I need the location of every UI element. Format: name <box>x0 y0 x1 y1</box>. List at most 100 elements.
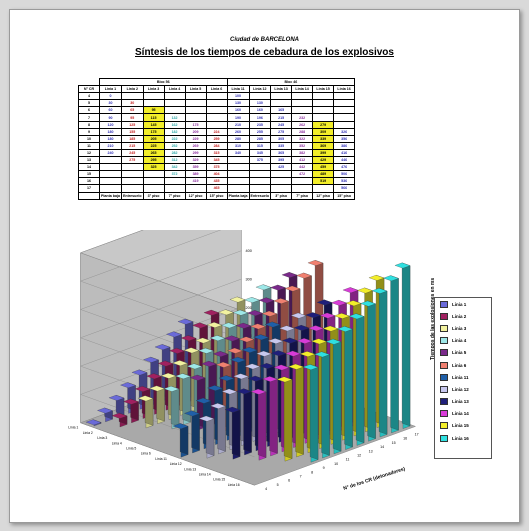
table-cell: 412 <box>291 156 314 165</box>
bar-top-face <box>337 326 353 332</box>
table-cell: 235 <box>248 120 272 129</box>
bar-top-face <box>157 360 174 367</box>
bar-top-face <box>166 331 182 338</box>
table-cell: 342 <box>163 163 186 172</box>
cr-number-cell: 13 <box>78 156 100 165</box>
table-cell <box>120 170 144 179</box>
timing-table: Bloc 56 Bloc 46 N° CR Linia 1 Linia 2 Linia… <box>78 77 356 200</box>
bar-side-face <box>321 351 330 456</box>
legend-swatch <box>440 398 448 406</box>
table-cell <box>270 92 293 101</box>
column-header: Linia 16 <box>333 85 356 94</box>
bar-top-face <box>146 373 162 380</box>
legend-item: Linia 16 <box>435 432 491 444</box>
chart-legend: Linia 1 Linia 2 Linia 3 Linia 4 Linia 5 Linia… <box>434 297 492 459</box>
table-cell <box>226 170 250 179</box>
table-cell <box>163 106 186 115</box>
column-header: Linia 11 <box>226 85 250 94</box>
series-axis-label: Linia 4 <box>112 441 122 445</box>
legend-item: Linia 6 <box>435 359 491 371</box>
table-cell: 175 <box>184 120 207 129</box>
table-cell: 389 <box>184 170 207 179</box>
bar-side-face <box>170 385 180 427</box>
table-cell <box>333 99 356 108</box>
table-cell: 160 <box>248 106 272 115</box>
bloc-left-header: Bloc 56 <box>99 77 228 87</box>
table-cell: 472 <box>291 170 314 179</box>
table-cell <box>142 99 165 108</box>
legend-label: Linia 12 <box>452 386 469 392</box>
table-cell: 295 <box>142 156 165 165</box>
gridline <box>80 252 255 316</box>
bar-top-face <box>250 388 267 395</box>
bar-top-face <box>175 373 191 380</box>
x-tick-label: 17 <box>415 433 419 437</box>
legend-item: Linia 13 <box>435 396 491 408</box>
bar-side-face <box>355 313 365 444</box>
table-cell: 240 <box>99 148 122 158</box>
bar-top-face <box>108 395 125 401</box>
table-cell: 232 <box>291 113 314 122</box>
bar-side-face <box>205 415 215 456</box>
bar-side-face <box>231 406 241 457</box>
legend-swatch <box>440 434 448 442</box>
bar-side-face <box>390 275 399 431</box>
x-tick-label: 6 <box>288 479 290 483</box>
table-cell <box>312 184 335 193</box>
table-cell <box>184 184 207 193</box>
cr-number-cell: 14 <box>78 163 100 172</box>
table-cell: 130 <box>248 99 272 108</box>
cr-number-cell: 4 <box>78 92 100 101</box>
table-cell: 180 <box>99 127 122 136</box>
cr-number-cell: 10 <box>78 134 100 143</box>
table-cell: 359 <box>184 163 207 172</box>
column-header: Linia 1 <box>99 85 122 94</box>
floor-label-cell: Entresuelo <box>248 191 272 200</box>
explosion-times-chart: 0100200300400500600456789101112131415161… <box>68 230 419 491</box>
table-cell <box>270 177 293 186</box>
bar-top-face <box>235 322 252 329</box>
table-row: 10 180 185 205 222 229 259 280 285 305 322 339 356 <box>78 134 356 143</box>
legend-item: Linia 5 <box>435 347 491 359</box>
table-cell: 210 <box>99 141 122 150</box>
table-cell <box>291 99 314 108</box>
column-header: Linia 12 <box>248 85 272 94</box>
floor-label-cell: 3° piso <box>142 191 165 200</box>
table-cell <box>333 106 356 115</box>
table-cell: 210 <box>226 120 250 129</box>
series-axis-label: Linia 11 <box>155 457 167 461</box>
table-cell: 476 <box>333 163 356 172</box>
column-header: Linia 14 <box>291 85 314 94</box>
series-axis-label: Linia 16 <box>228 483 240 487</box>
table-cell: 399 <box>312 148 335 158</box>
table-cell: 130 <box>226 99 250 108</box>
cr-number-cell: 11 <box>78 141 100 150</box>
table-cell <box>312 99 335 108</box>
floor-label-cell: 3° piso <box>270 191 293 200</box>
bar-top-face <box>261 310 278 317</box>
table-cell: 215 <box>270 113 293 122</box>
table-row: 7 90 95 115 132 190 196 215 232 <box>78 113 356 122</box>
floor-label-cell: Entresuelo <box>120 191 144 200</box>
table-cell: 205 <box>142 134 165 143</box>
table-cell: 425 <box>270 163 293 172</box>
floor-label-cell <box>78 191 100 200</box>
table-cell: 519 <box>312 177 335 186</box>
table-row: 5 30 30 130 130 <box>78 99 356 108</box>
table-cell <box>312 113 335 122</box>
legend-label: Linia 2 <box>452 313 467 319</box>
bar-top-face <box>238 336 255 343</box>
floor-label-cell: Planta baja <box>99 191 122 200</box>
column-header: Linia 5 <box>184 85 207 94</box>
table-cell: 245 <box>120 148 144 158</box>
table-cell <box>163 184 186 193</box>
bar-top-face <box>218 375 235 382</box>
table-cell: 95 <box>142 106 165 115</box>
x-tick-label: 5 <box>277 483 279 487</box>
table-cell <box>120 163 144 172</box>
bar-top-face <box>270 284 286 291</box>
table-row: 4 0 100 <box>78 92 356 101</box>
y-tick-label: 300 <box>246 278 252 282</box>
table-cell: 95 <box>120 113 144 122</box>
table-cell <box>99 156 122 165</box>
